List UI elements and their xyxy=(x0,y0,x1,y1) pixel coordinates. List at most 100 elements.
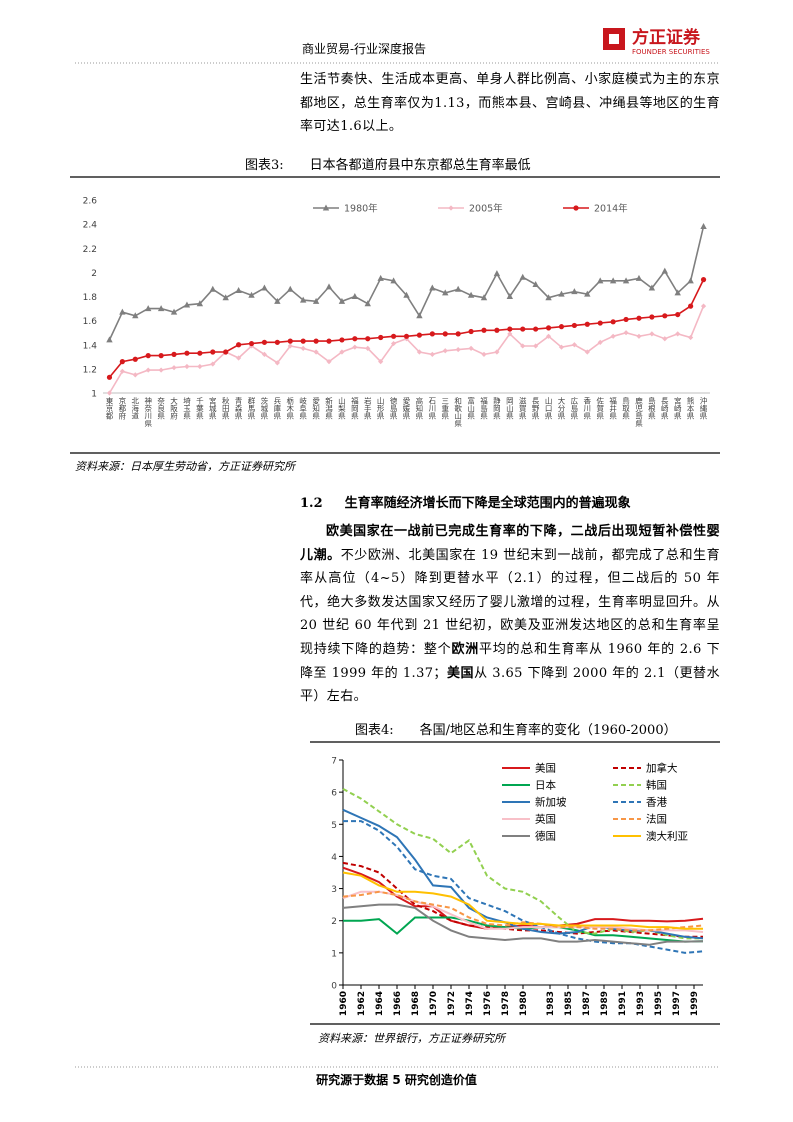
marker xyxy=(610,319,616,325)
marker xyxy=(649,331,655,337)
marker xyxy=(119,368,125,374)
section-heading: 1.2 生育率随经济增长而下降是全球范围内的普遍现象 xyxy=(300,492,631,511)
y-tick-label: 1.2 xyxy=(83,365,97,375)
marker xyxy=(648,284,656,291)
marker xyxy=(352,344,358,350)
marker xyxy=(390,277,397,284)
x-tick-label: 山梨県 xyxy=(337,396,346,421)
marker xyxy=(675,311,681,318)
x-tick-label: 青森県 xyxy=(234,396,243,421)
chart-fertility-prefectures: 11.21.41.61.822.22.42.6東京都 京都府 北海道 神奈川県 奈良県大… xyxy=(83,197,710,429)
y-tick-label: 6 xyxy=(331,789,337,799)
marker xyxy=(649,314,655,320)
legend-label: 新加坡 xyxy=(535,796,567,809)
footer: 研究源于数据 5 研究创造价值 xyxy=(316,1073,477,1087)
marker xyxy=(145,367,151,373)
legend-label: 日本 xyxy=(535,779,556,792)
chart-fertility-countries: 0 1 2 3 4 5 6 7 1960 1962 1964 1966 1968 1970 1972 1974… xyxy=(331,757,704,1016)
x-tick-label: 茨城県 xyxy=(260,396,269,421)
y-tick-label: 1.8 xyxy=(83,293,98,303)
marker xyxy=(545,333,552,339)
series-line xyxy=(342,903,704,946)
marker xyxy=(545,325,552,331)
marker xyxy=(378,359,384,365)
marker xyxy=(235,286,242,293)
x-tick-label: 山口県 xyxy=(544,396,553,421)
x-tick-label: 群馬県 xyxy=(247,396,256,421)
marker xyxy=(339,337,345,343)
legend-label: 1980年 xyxy=(344,203,378,215)
x-tick-label: 1995 xyxy=(654,991,664,1016)
marker xyxy=(494,349,500,355)
text: 从 3.65 下降到 2000 年的 2.1（更替水平）左右。 xyxy=(300,665,720,705)
x-tick-label: 島根県 xyxy=(647,396,656,421)
marker xyxy=(299,296,307,303)
x-tick-label: 1970 xyxy=(429,991,439,1016)
marker xyxy=(661,267,668,274)
marker xyxy=(352,336,358,342)
marker xyxy=(506,293,514,299)
marker xyxy=(454,285,462,292)
x-tick-label: 1974 xyxy=(465,991,475,1016)
marker xyxy=(520,343,526,349)
legend-label: 韩国 xyxy=(646,779,667,792)
marker xyxy=(571,288,578,295)
marker xyxy=(700,303,707,309)
x-tick-label: 1964 xyxy=(375,991,385,1016)
x-tick-label: 神奈川県 xyxy=(143,396,152,429)
marker xyxy=(571,322,577,329)
series-line xyxy=(342,871,703,930)
x-tick-label: 岩手県 xyxy=(363,396,372,421)
figure-caption: 图表3: 日本各都道府县中东京都总生育率最低 xyxy=(245,154,531,173)
marker xyxy=(558,324,565,330)
figure-title: 各国/地区总和生育率的变化（1960-2000） xyxy=(419,723,677,738)
marker xyxy=(196,300,204,307)
x-tick-label: 石川県 xyxy=(428,397,437,421)
section-title: 生育率随经济增长而下降是全球范围内的普遍现象 xyxy=(344,496,631,511)
x-tick-label: 兵庫県 xyxy=(273,396,282,421)
x-tick-label: 広島県 xyxy=(570,396,579,421)
bold-text: 欧美国家在一战前已完成生育率的下降，二战后出现短暂补偿性婴儿潮。 xyxy=(300,524,720,563)
x-tick-label: 福島県 xyxy=(479,397,488,421)
marker xyxy=(429,331,435,337)
marker xyxy=(507,331,513,337)
x-tick-label: 愛知県 xyxy=(311,396,320,421)
x-tick-label: 1985 xyxy=(564,991,574,1016)
legend-label: 英国 xyxy=(535,813,556,826)
x-tick-label: 佐賀県 xyxy=(595,396,604,421)
marker xyxy=(455,331,461,337)
x-tick-label: 宮城県 xyxy=(208,396,217,421)
marker xyxy=(158,353,164,359)
marker xyxy=(416,312,423,319)
marker xyxy=(532,280,539,287)
marker xyxy=(223,349,229,355)
series-line xyxy=(108,305,705,394)
intro-paragraph: 生活节奏快、生活成本更高、单身人群比例高、小家庭模式为主的东京都地区，总生育率仅… xyxy=(300,72,720,135)
series-line xyxy=(342,890,704,932)
marker xyxy=(700,223,707,230)
legend-label: 2014年 xyxy=(594,203,628,215)
y-tick-label: 4 xyxy=(331,853,337,863)
marker xyxy=(480,294,488,301)
marker xyxy=(157,305,165,312)
y-tick-label: 1.4 xyxy=(83,341,98,351)
marker xyxy=(481,351,487,357)
marker xyxy=(158,367,164,373)
marker xyxy=(287,285,294,292)
x-tick-label: 岡山県 xyxy=(505,397,514,421)
marker xyxy=(700,277,707,283)
marker xyxy=(545,294,552,301)
marker xyxy=(236,355,242,361)
x-tick-label: 熊本県 xyxy=(686,396,695,421)
x-tick-label: 北海道 xyxy=(131,397,140,421)
marker xyxy=(635,274,643,281)
marker xyxy=(636,315,642,321)
text: 不少欧洲、北美国家在 19 世纪末到一战前，都完成了总和生育率从高位（4~5）降… xyxy=(300,547,720,657)
x-tick-label: 大分県 xyxy=(557,396,566,421)
marker xyxy=(584,290,591,297)
x-tick-label: 静岡県 xyxy=(492,396,501,421)
marker xyxy=(403,291,410,298)
x-tick-label: 1999 xyxy=(690,991,700,1016)
body-paragraph: 欧美国家在一战前已完成生育率的下降，二战后出现短暂补偿性婴儿潮。不少欧洲、北美国… xyxy=(300,520,720,709)
marker xyxy=(209,285,216,292)
